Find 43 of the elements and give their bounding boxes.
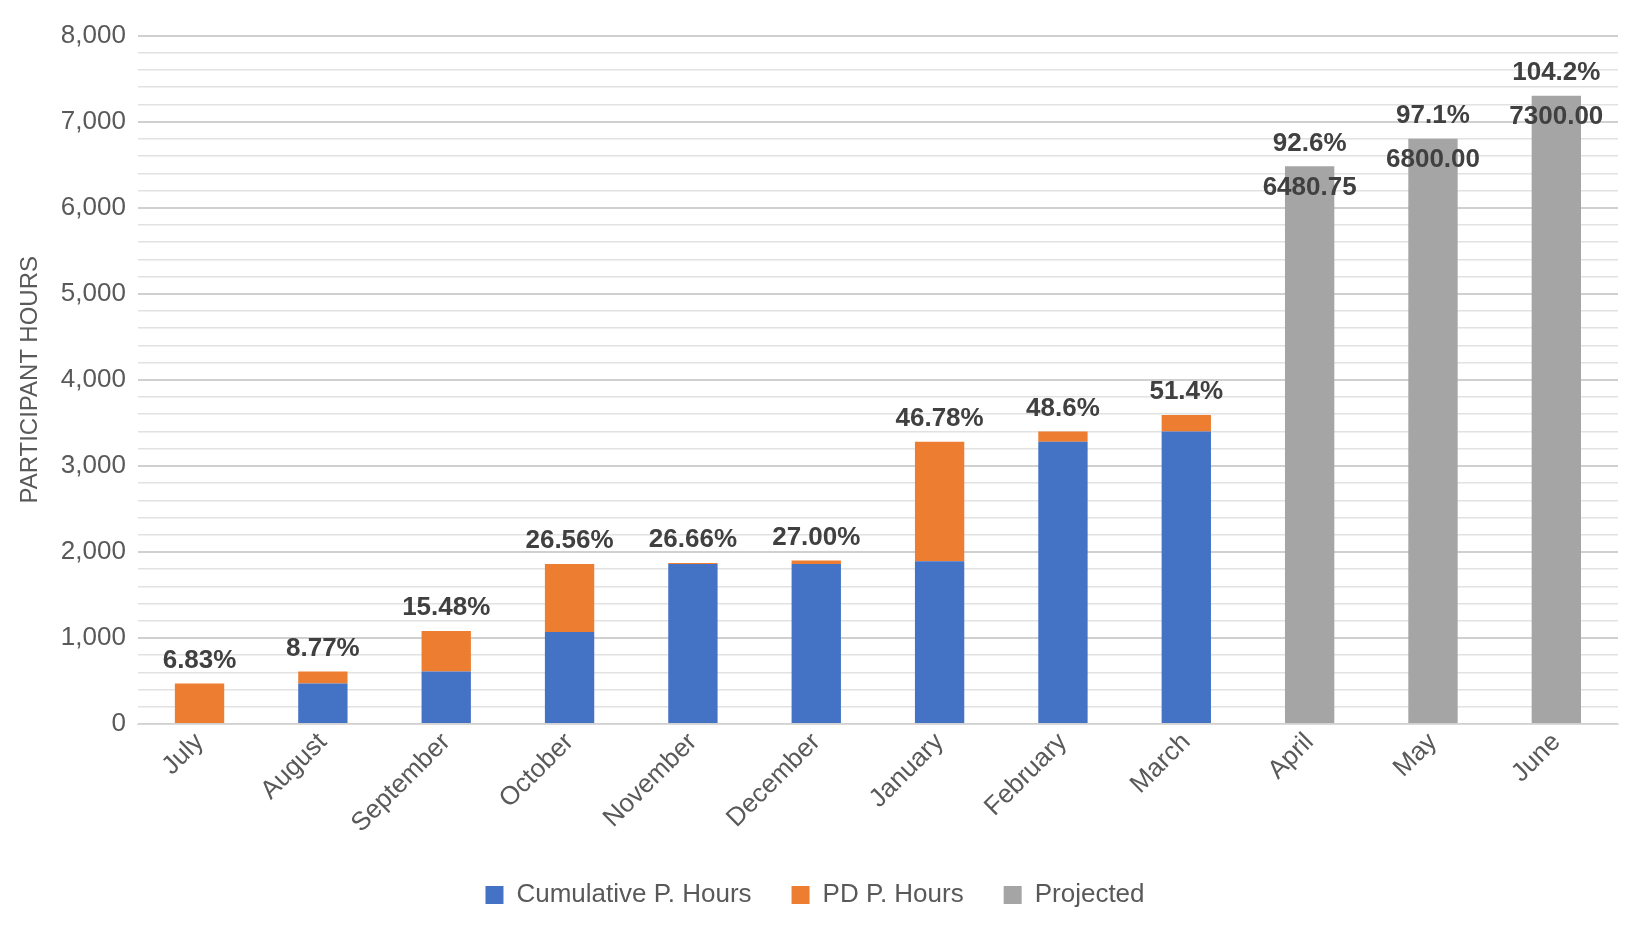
bar bbox=[544, 563, 595, 632]
annotation: 92.6% bbox=[1272, 126, 1347, 157]
bar bbox=[668, 563, 718, 724]
bar bbox=[1038, 441, 1088, 724]
annotation: 46.78% bbox=[895, 401, 984, 432]
y-tick-label: 0 bbox=[111, 707, 126, 738]
bar bbox=[421, 631, 471, 672]
legend-label: Projected bbox=[1034, 878, 1145, 909]
bar bbox=[421, 671, 471, 724]
y-tick-label: 5,000 bbox=[60, 276, 126, 307]
annotation: 6.83% bbox=[162, 643, 237, 674]
y-tick-label: 7,000 bbox=[60, 104, 126, 135]
bar bbox=[174, 683, 225, 724]
annotation: 48.6% bbox=[1026, 391, 1100, 422]
y-tick-label: 4,000 bbox=[60, 362, 126, 393]
bar bbox=[298, 683, 348, 724]
bar bbox=[544, 631, 595, 724]
legend-label: PD P. Hours bbox=[822, 878, 964, 909]
x-tick-label: May bbox=[1386, 726, 1443, 783]
annotation: 15.48% bbox=[402, 591, 491, 622]
bar bbox=[1161, 431, 1211, 724]
y-tick-label: 1,000 bbox=[60, 621, 126, 652]
y-tick-label: 2,000 bbox=[60, 535, 126, 566]
data-label: 7300.00 bbox=[1509, 100, 1604, 131]
bar bbox=[914, 561, 965, 724]
annotation: 8.77% bbox=[286, 631, 360, 662]
annotation: 26.56% bbox=[525, 524, 614, 555]
annotation: 51.4% bbox=[1149, 375, 1224, 406]
bar bbox=[298, 671, 348, 684]
legend-label: Cumulative P. Hours bbox=[516, 878, 752, 909]
bar bbox=[1038, 431, 1088, 442]
bar bbox=[914, 441, 965, 562]
x-tick-label: July bbox=[154, 726, 209, 781]
annotation: 26.66% bbox=[648, 523, 738, 554]
bar bbox=[791, 563, 841, 724]
y-tick-label: 8,000 bbox=[60, 18, 126, 49]
y-tick-label: 3,000 bbox=[60, 449, 126, 480]
y-axis-title: PARTICIPANT HOURS bbox=[15, 256, 43, 504]
bar bbox=[1161, 415, 1211, 432]
annotation: 104.2% bbox=[1512, 56, 1601, 87]
annotation: 97.1% bbox=[1396, 99, 1470, 130]
y-tick-label: 6,000 bbox=[60, 190, 126, 221]
annotation: 27.00% bbox=[772, 521, 861, 552]
